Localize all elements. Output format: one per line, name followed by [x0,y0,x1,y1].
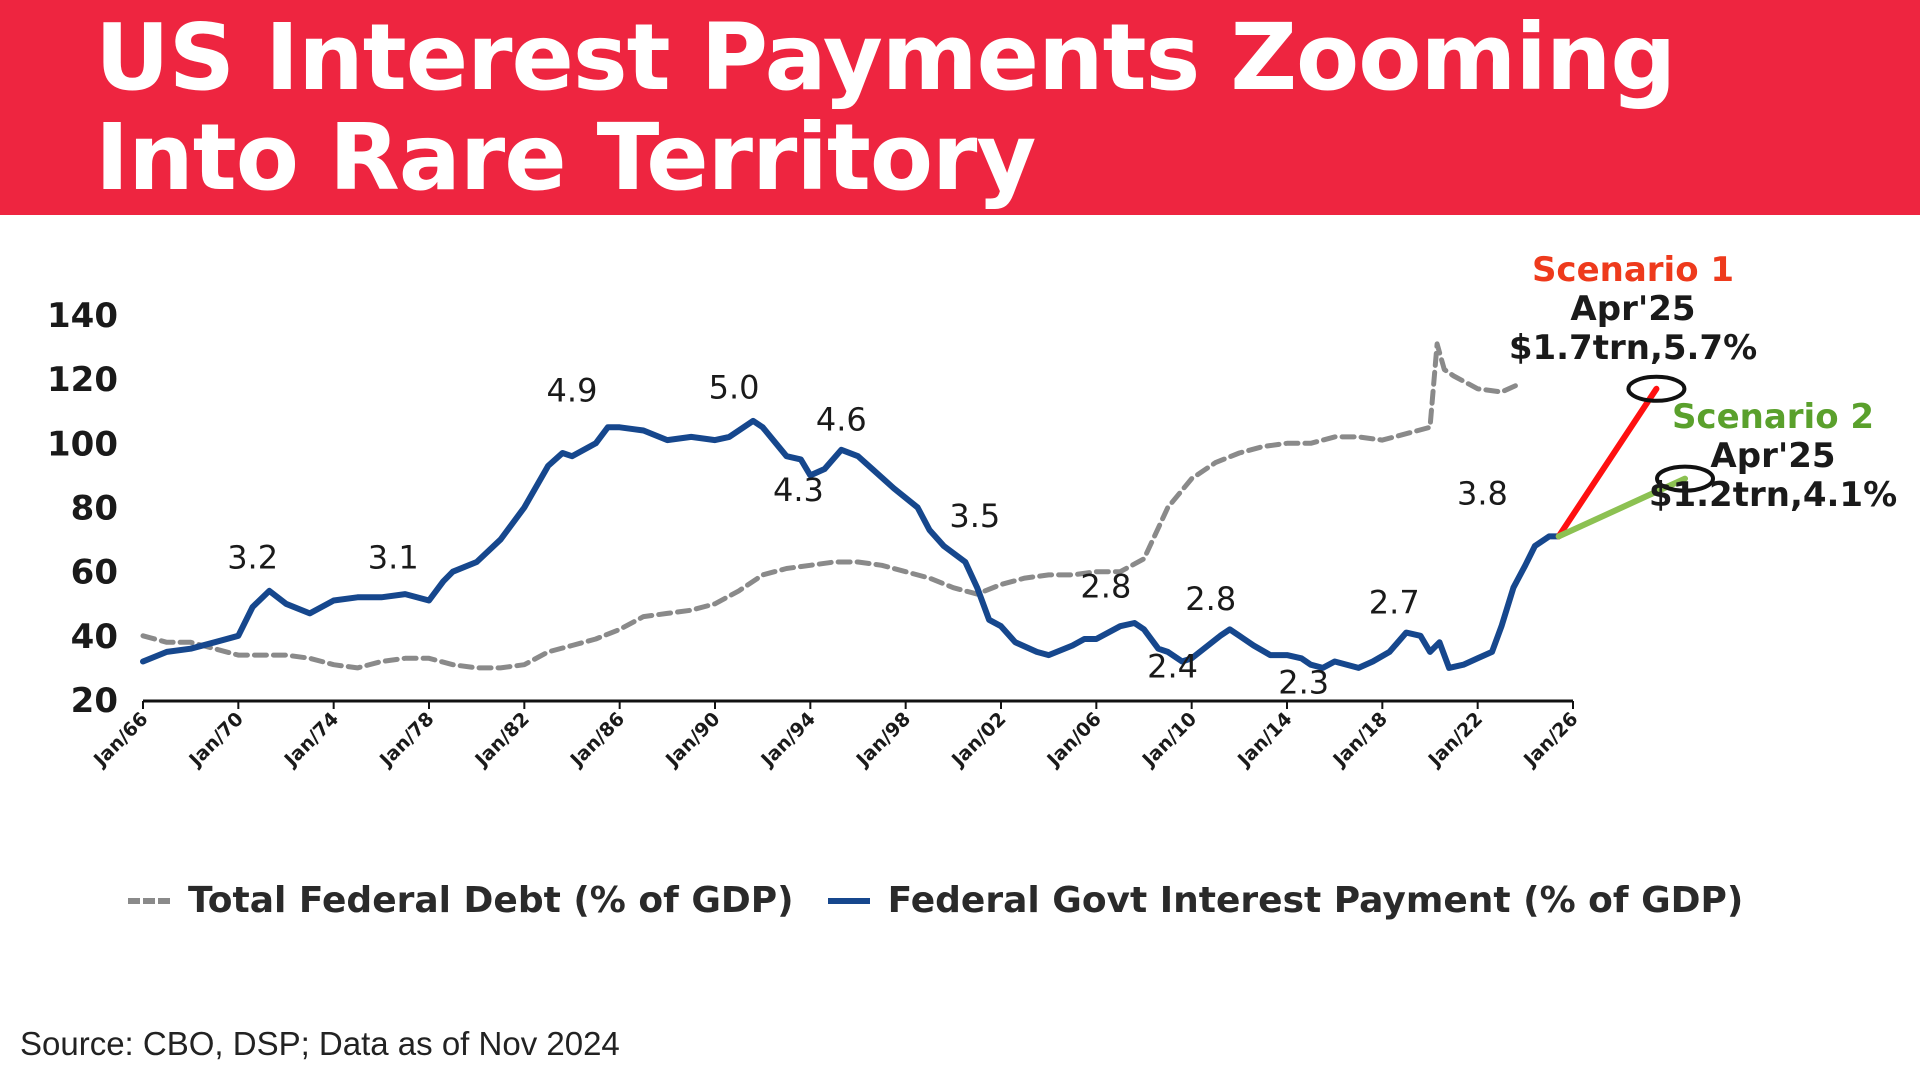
y-tick-label: 100 [47,424,118,464]
series-line-interest-payment [140,417,1562,671]
x-tick-label: Jan/18 [1328,708,1392,772]
y-tick-label: 20 [71,681,118,721]
scenario-value: $1.2trn,4.1% [1649,475,1897,515]
x-tick-label: Jan/22 [1423,708,1487,772]
data-label: 3.5 [949,497,1000,535]
legend-label-debt: Total Federal Debt (% of GDP) [188,880,794,921]
legend-label-interest: Federal Govt Interest Payment (% of GDP) [887,880,1744,921]
legend-item-interest: Federal Govt Interest Payment (% of GDP) [827,880,1744,921]
data-label: 3.2 [227,538,278,576]
x-tick-label: Jan/10 [1137,708,1201,772]
data-label: 2.4 [1147,648,1198,686]
x-tick-label: Jan/98 [851,708,915,772]
scenario-value: $1.7trn,5.7% [1509,328,1757,368]
data-label: 2.8 [1185,580,1236,618]
data-label: 2.8 [1080,567,1131,605]
series-line-total-debt [140,341,1519,671]
x-tick-label: Jan/26 [1518,708,1582,772]
title-banner: US Interest Payments Zooming Into Rare T… [0,0,1920,215]
projection-marker-scenario-1 [1626,374,1687,403]
x-tick-label: Jan/90 [660,708,724,772]
source-note: Source: CBO, DSP; Data as of Nov 2024 [20,1025,620,1062]
scenario-date: Apr'25 [1570,289,1695,329]
scenario-date: Apr'25 [1710,436,1835,476]
legend-item-debt: Total Federal Debt (% of GDP) [128,880,794,921]
data-label: 3.1 [368,538,419,576]
x-tick-label: Jan/14 [1232,708,1296,772]
y-tick-label: 120 [47,360,118,400]
x-tick-label: Jan/06 [1042,708,1106,772]
x-tick-label: Jan/82 [470,708,534,772]
x-tick-label: Jan/86 [565,708,629,772]
data-label: 5.0 [709,368,760,406]
legend-swatch-solid [827,897,870,904]
chart-title: US Interest Payments Zooming Into Rare T… [95,4,1676,211]
x-tick-label: Jan/74 [279,708,343,772]
x-tick-label: Jan/02 [946,708,1010,772]
projection-line-scenario-1 [1555,385,1660,540]
x-tick-label: Jan/70 [184,708,248,772]
legend: Total Federal Debt (% of GDP) Federal Go… [128,880,1777,921]
y-tick-label: 60 [71,553,118,593]
data-label: 3.8 [1457,474,1508,512]
data-label: 2.3 [1278,664,1329,702]
scenario-title: Scenario 1 [1532,250,1734,290]
legend-swatch-dashed [128,897,170,904]
y-tick-label: 80 [71,489,118,529]
data-label: 4.6 [816,401,867,439]
y-tick-label: 140 [47,296,118,336]
x-tick-label: Jan/78 [374,708,438,772]
data-label: 2.7 [1369,583,1420,621]
y-tick-label: 40 [71,617,118,657]
data-label: 4.3 [773,471,824,509]
scenario-title: Scenario 2 [1672,397,1874,437]
x-tick-label: Jan/94 [756,708,820,772]
projection-marker-scenario-2 [1655,464,1716,493]
data-label: 4.9 [547,372,598,410]
